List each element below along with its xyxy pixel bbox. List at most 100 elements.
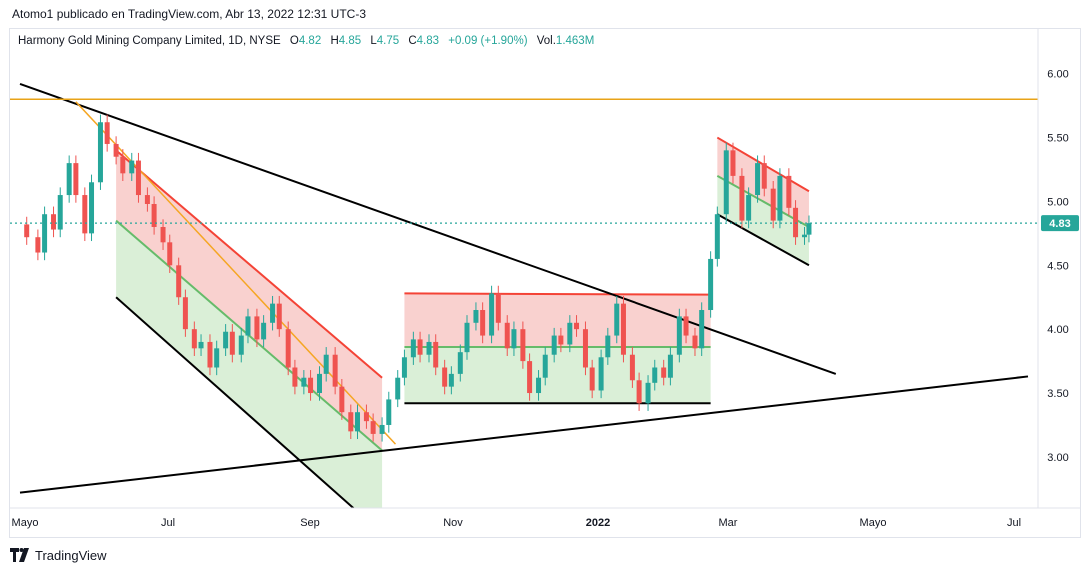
candle-body-45 [379, 424, 385, 434]
candle-body-63 [520, 329, 526, 362]
legend-volume-label: Vol. [536, 35, 556, 47]
candle-body-49 [410, 339, 416, 358]
candle-body-58 [480, 310, 486, 336]
candle-body-67 [551, 335, 557, 355]
candle-body-36 [308, 377, 314, 394]
y-tick-label: 5.50 [1047, 133, 1068, 145]
candle-body-66 [542, 354, 548, 378]
chart-legend: Harmony Gold Mining Company Limited, 1D,… [18, 35, 594, 47]
legend-symbol: Harmony Gold Mining Company Limited, 1D,… [18, 35, 281, 47]
candle-body-62 [511, 329, 517, 349]
candle-body-71 [582, 329, 588, 368]
candle-body-44 [370, 421, 376, 434]
candle-body-26 [229, 331, 235, 355]
chart-frame [9, 28, 1081, 538]
candle-body-64 [527, 361, 533, 394]
candle-body-47 [395, 377, 401, 400]
ascending-trendline [19, 375, 1029, 494]
candle-body-84 [683, 316, 689, 336]
candle-body-74 [605, 335, 611, 358]
footer-brand: TradingView [35, 547, 107, 563]
candle-body-37 [316, 373, 322, 394]
candle-body-39 [332, 354, 338, 387]
candle-body-98 [793, 207, 799, 238]
candle-body-69 [567, 322, 573, 345]
x-tick-label: Sep [300, 517, 320, 529]
candle-body-85 [692, 335, 698, 349]
channel-top-line-2 [404, 292, 711, 296]
candle-body-6 [73, 163, 79, 196]
candle-body-20 [182, 297, 188, 330]
candle-body-77 [629, 354, 635, 381]
candle-body-21 [191, 329, 197, 349]
candle-body-81 [661, 367, 667, 378]
candle-body-51 [426, 341, 432, 355]
y-tick-label: 4.00 [1047, 324, 1068, 336]
candle-body-7 [82, 195, 88, 234]
candle-body-73 [598, 357, 604, 391]
candle-body-93 [755, 163, 761, 196]
candle-body-32 [276, 303, 282, 330]
tradingview-logo-icon [10, 548, 29, 562]
candle-body-75 [614, 303, 620, 336]
candle-body-70 [574, 322, 580, 330]
candle-body-12 [120, 156, 126, 174]
current-price-label: 4.83 [1049, 218, 1070, 230]
legend-close-value: 4.83 [416, 35, 440, 47]
candle-body-78 [636, 380, 642, 404]
candle-body-97 [786, 175, 792, 208]
candle-body-14 [135, 160, 141, 196]
candle-body-82 [667, 354, 673, 378]
candle-body-29 [254, 316, 260, 340]
candle-body-68 [558, 335, 564, 345]
candle-body-88 [714, 214, 720, 259]
candle-body-43 [363, 412, 369, 422]
candle-body-24 [214, 348, 220, 368]
candle-body-15 [144, 195, 150, 204]
candle-body-2 [42, 214, 48, 253]
candle-body-52 [433, 341, 439, 368]
legend-high-value: 4.85 [338, 35, 362, 47]
x-tick-label: Jul [161, 517, 175, 529]
footer: TradingView [10, 545, 107, 565]
channel-bottom-line-5 [716, 213, 810, 267]
y-tick-label: 4.50 [1047, 260, 1068, 272]
candle-body-54 [448, 373, 454, 387]
candle-body-10 [104, 122, 110, 144]
candle-body-3 [51, 214, 57, 230]
candle-body-42 [354, 412, 360, 432]
current-price-badge [1041, 215, 1079, 232]
legend-high-label: H [330, 35, 339, 47]
legend-open-value: 4.82 [298, 35, 322, 47]
x-tick-label: Mar [719, 517, 738, 529]
candle-body-4 [57, 195, 63, 230]
legend-change-value: +0.09 (+1.90%) [448, 35, 528, 47]
candle-body-60 [495, 293, 501, 323]
candle-body-61 [504, 322, 510, 349]
candle-body-18 [167, 242, 173, 266]
candle-body-19 [176, 265, 182, 298]
legend-low-value: 4.75 [376, 35, 400, 47]
channel-fill-2 [404, 293, 711, 348]
candle-body-72 [589, 367, 595, 391]
candle-body-1 [35, 237, 41, 253]
candle-body-22 [198, 341, 204, 349]
publication-credit: Atomo1 publicado en TradingView.com, Abr… [12, 7, 366, 21]
legend-volume-value: 1.463M [555, 35, 595, 47]
x-tick-label: Nov [443, 517, 463, 529]
candle-body-34 [292, 367, 298, 387]
candle-body-100 [806, 223, 812, 235]
candle-body-23 [207, 341, 213, 368]
y-tick-label: 6.00 [1047, 69, 1068, 81]
candle-body-95 [770, 188, 776, 221]
candle-body-86 [699, 310, 705, 349]
candle-body-13 [129, 160, 135, 174]
y-tick-label: 3.50 [1047, 388, 1068, 400]
candle-body-76 [620, 303, 626, 355]
candle-body-40 [339, 386, 345, 413]
candle-body-48 [401, 357, 407, 378]
candle-body-65 [536, 377, 542, 394]
candle-body-55 [457, 352, 463, 374]
channel-top-line-0 [115, 149, 383, 379]
